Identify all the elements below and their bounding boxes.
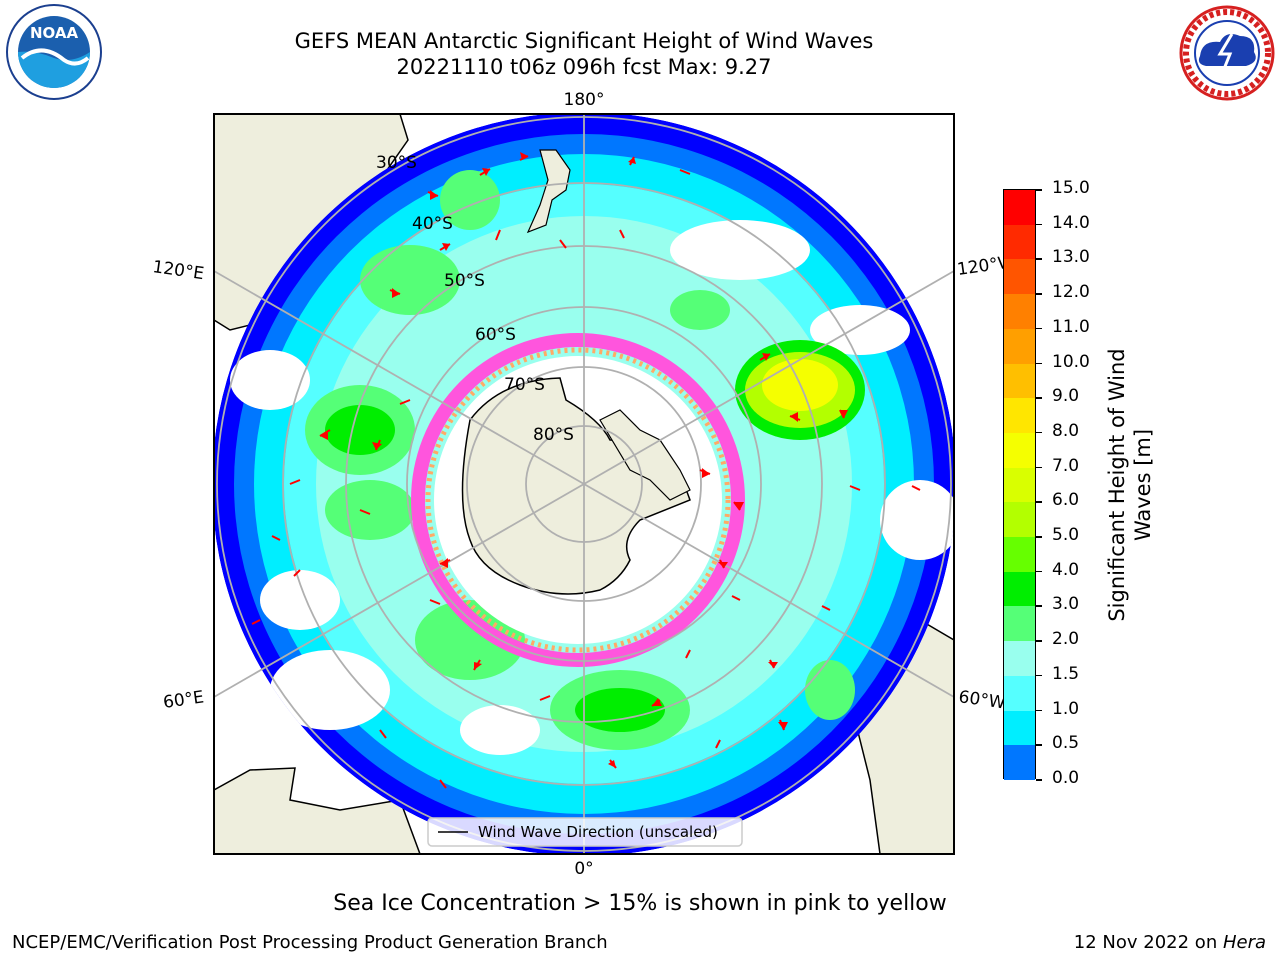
colorbar-tick-mark: [1036, 536, 1042, 538]
colorbar-tick-mark: [1036, 431, 1042, 434]
lat-label-50s: 50°S: [444, 271, 485, 291]
colorbar-tick-mark: [1036, 466, 1042, 469]
africa-landmass: [214, 767, 421, 854]
colorbar-tick-label: 4.0: [1052, 559, 1080, 580]
colorbar-tick-label: 2.0: [1052, 629, 1080, 650]
colorbar-tick-label: 12.0: [1052, 282, 1090, 303]
colorbar-label-line1: Significant Height of Wind: [1105, 348, 1129, 622]
lat-label-70s: 70°S: [504, 375, 545, 395]
lat-label-60s: 60°S: [475, 325, 516, 345]
lon-label-180: 180°: [564, 90, 605, 110]
colorbar-tick-mark: [1036, 258, 1042, 260]
colorbar-tick-label: 0.5: [1052, 733, 1080, 754]
colorbar-segment: [1004, 641, 1035, 677]
svg-text:NOAA: NOAA: [30, 24, 79, 42]
colorbar-segment: [1004, 328, 1035, 365]
colorbar-tick-mark: [1036, 779, 1042, 781]
colorbar-tick-mark: [1036, 327, 1042, 330]
colorbar-ticks: 15.0 14.0 13.0 12.0 11.0 10.0 9.0 8.0 7.0 6.0 5.0 4…: [1036, 178, 1096, 788]
colorbar-tick-mark: [1036, 397, 1042, 399]
colorbar: [1003, 189, 1036, 781]
colorbar-segment: [1004, 537, 1035, 573]
noaa-logo: NOAA: [6, 4, 102, 100]
colorbar-tick-label: 9.0: [1052, 386, 1080, 407]
sea-ice-ring: [411, 333, 745, 667]
colorbar-segment: [1004, 571, 1035, 607]
footer-branch: NCEP/EMC/Verification Post Processing Pr…: [12, 932, 608, 953]
colorbar-tick-label: 5.0: [1052, 525, 1080, 546]
colorbar-segment: [1004, 606, 1035, 642]
colorbar-tick-label: 1.5: [1052, 663, 1080, 684]
lon-label-60w: 60°W: [957, 687, 1006, 713]
lon-label-0: 0°: [574, 859, 593, 879]
colorbar-segment: [1004, 467, 1035, 503]
colorbar-tick-label: 14.0: [1052, 212, 1090, 233]
colorbar-tick-label: 1.0: [1052, 698, 1080, 719]
colorbar-tick-mark: [1036, 674, 1042, 677]
colorbar-tick-mark: [1036, 570, 1042, 573]
new-zealand-landmass: [526, 149, 571, 234]
lat-label-40s: 40°S: [412, 214, 453, 234]
colorbar-segment: [1004, 224, 1035, 260]
colorbar-tick-label: 3.0: [1052, 594, 1080, 615]
colorbar-tick-mark: [1036, 605, 1042, 607]
colorbar-segment: [1004, 710, 1035, 746]
map-title: GEFS MEAN Antarctic Significant Height o…: [294, 29, 874, 53]
colorbar-tick-label: 13.0: [1052, 247, 1090, 268]
colorbar-segment: [1004, 745, 1035, 781]
map-legend: [427, 817, 743, 847]
colorbar-tick-mark: [1036, 362, 1042, 365]
colorbar-tick-label: 6.0: [1052, 490, 1080, 511]
sea-ice-caption: Sea Ice Concentration > 15% is shown in …: [333, 891, 947, 916]
colorbar-segment: [1004, 294, 1035, 330]
colorbar-tick-mark: [1036, 189, 1042, 191]
colorbar-tick-mark: [1036, 501, 1042, 503]
footer-host: Hera: [1222, 932, 1266, 953]
lon-label-120e: 120°E: [151, 257, 205, 284]
graticule: [214, 114, 954, 854]
colorbar-tick-label: 10.0: [1052, 351, 1090, 372]
colorbar-segment: [1004, 363, 1035, 399]
colorbar-segment: [1004, 259, 1035, 295]
colorbar-tick-label: 0.0: [1052, 768, 1080, 788]
colorbar-segment: [1004, 502, 1035, 538]
colorbar-tick-mark: [1036, 709, 1042, 712]
colorbar-segment: [1004, 190, 1035, 226]
colorbar-label: Significant Height of Wind Waves [m]: [1104, 348, 1156, 621]
footer-date-text: 12 Nov 2022 on: [1073, 932, 1223, 953]
lon-label-60e: 60°E: [162, 687, 205, 712]
lat-label-30s: 30°S: [376, 153, 417, 173]
colorbar-tick-mark: [1036, 223, 1042, 226]
footer-date: 12 Nov 2022 on Hera: [1074, 932, 1266, 953]
legend-label: Wind Wave Direction (unscaled): [478, 823, 718, 841]
colorbar-tick-mark: [1036, 744, 1042, 746]
colorbar-tick-label: 7.0: [1052, 455, 1080, 476]
colorbar-label-line2: Waves [m]: [1131, 428, 1155, 542]
colorbar-segment: [1004, 398, 1035, 434]
colorbar-segment: [1004, 432, 1035, 469]
wind-wave-arrowheads: [320, 152, 848, 768]
map-subtitle: 20221110 t06z 096h fcst Max: 9.27: [396, 55, 772, 79]
colorbar-segment: [1004, 675, 1035, 712]
colorbar-tick-label: 8.0: [1052, 420, 1080, 441]
colorbar-tick-mark: [1036, 640, 1042, 642]
nws-logo: [1179, 5, 1275, 101]
colorbar-tick-label: 11.0: [1052, 316, 1090, 337]
antarctica-landmass: [461, 377, 691, 595]
colorbar-tick-label: 15.0: [1052, 178, 1090, 198]
colorbar-tick-mark: [1036, 293, 1042, 295]
lat-label-80s: 80°S: [533, 425, 574, 445]
map-frame: [213, 113, 955, 855]
